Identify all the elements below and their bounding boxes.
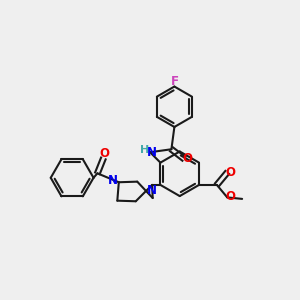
Text: H: H (140, 145, 149, 155)
Text: O: O (226, 166, 236, 179)
Text: O: O (100, 147, 110, 160)
Text: F: F (170, 75, 178, 88)
Text: O: O (226, 190, 236, 203)
Text: N: N (146, 146, 157, 159)
Text: O: O (182, 152, 193, 165)
Text: N: N (108, 174, 118, 187)
Text: N: N (147, 184, 157, 197)
